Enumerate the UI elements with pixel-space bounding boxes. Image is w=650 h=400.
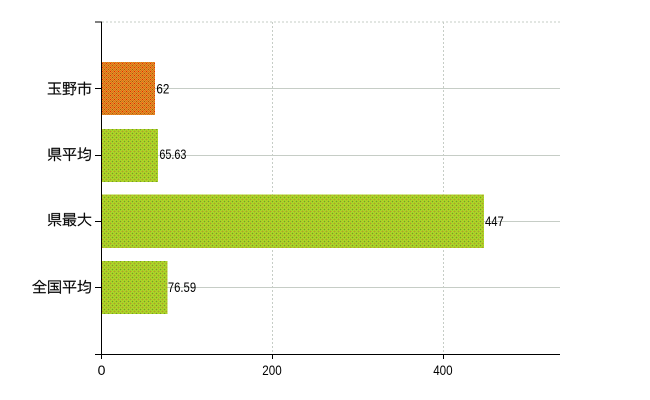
svg-text:62: 62 [156,82,169,97]
svg-text:400: 400 [433,362,453,378]
svg-text:65.63: 65.63 [159,147,186,162]
svg-text:76.59: 76.59 [168,280,196,295]
svg-text:0: 0 [98,362,106,378]
svg-text:447: 447 [485,214,504,229]
svg-text:200: 200 [262,362,282,378]
